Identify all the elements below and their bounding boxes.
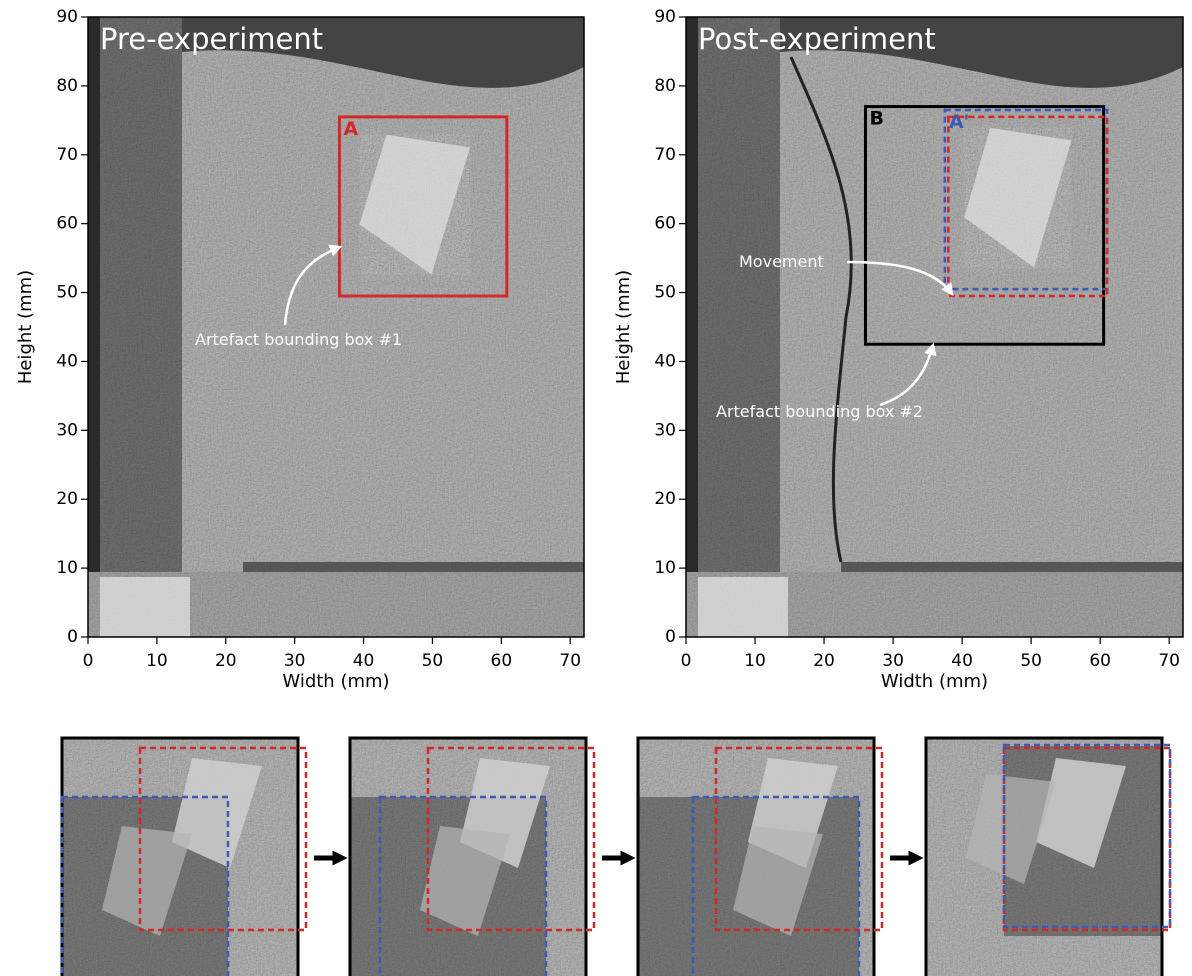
y-tick-label: 30 [56,420,78,440]
x-tick-label: 30 [882,651,904,671]
figure: A Pre-experiment Artefact bounding box #1 0… [0,0,1192,976]
x-tick-label: 50 [1020,651,1042,671]
y-tick-label: 30 [654,420,676,440]
base-line [841,562,1183,572]
y-tick-label: 40 [654,351,676,371]
image-grain [100,17,182,572]
box-label: A' [949,111,970,133]
y-tick-label: 80 [56,76,78,96]
annotation: Artefact bounding box #2 [716,402,923,421]
box-label: A [343,118,358,140]
annotation: Artefact bounding box #1 [195,330,402,349]
image-grain [698,17,780,572]
x-axis-label: Width (mm) [282,671,389,692]
y-tick-label: 60 [56,214,78,234]
y-tick-label: 90 [654,7,676,27]
base-bright [698,577,788,637]
image [88,17,584,637]
y-tick-label: 80 [654,76,676,96]
y-tick-label: 10 [654,558,676,578]
sequence-image [926,738,1170,976]
x-tick-label: 60 [1089,651,1111,671]
image [686,17,1183,637]
x-tick-label: 0 [83,651,94,671]
x-tick-label: 20 [813,651,835,671]
edge-strip [686,17,698,637]
x-axis-label: Width (mm) [881,671,988,692]
sequence-image [638,738,874,976]
y-tick-label: 40 [56,351,78,371]
x-tick-label: 40 [951,651,973,671]
y-tick-label: 0 [665,627,676,647]
base-bright [100,577,190,637]
y-tick-label: 50 [654,283,676,303]
y-tick-label: 10 [56,558,78,578]
x-tick-label: 40 [353,651,375,671]
box-label: B [869,108,883,130]
x-tick-label: 10 [146,651,168,671]
y-tick-label: 50 [56,283,78,303]
x-tick-label: 60 [491,651,513,671]
x-tick-label: 20 [215,651,237,671]
sequence-image [350,738,586,976]
x-tick-label: 0 [681,651,692,671]
x-tick-label: 70 [559,651,581,671]
annotation: Movement [739,252,824,271]
x-tick-label: 30 [284,651,306,671]
y-tick-label: 70 [56,145,78,165]
y-axis-label: Height (mm) [613,270,634,384]
sequence-image [62,738,298,976]
base-line [243,562,584,572]
x-tick-label: 50 [422,651,444,671]
panel-title: Pre-experiment [100,22,323,56]
x-tick-label: 10 [744,651,766,671]
y-tick-label: 20 [654,489,676,509]
panel-title: Post-experiment [698,22,936,56]
edge-strip [88,17,100,637]
sequence-panels [62,738,1170,976]
y-tick-label: 20 [56,489,78,509]
y-tick-label: 0 [67,627,78,647]
y-tick-label: 90 [56,7,78,27]
y-tick-label: 70 [654,145,676,165]
y-tick-label: 60 [654,214,676,234]
x-tick-label: 70 [1158,651,1180,671]
y-axis-label: Height (mm) [15,270,36,384]
